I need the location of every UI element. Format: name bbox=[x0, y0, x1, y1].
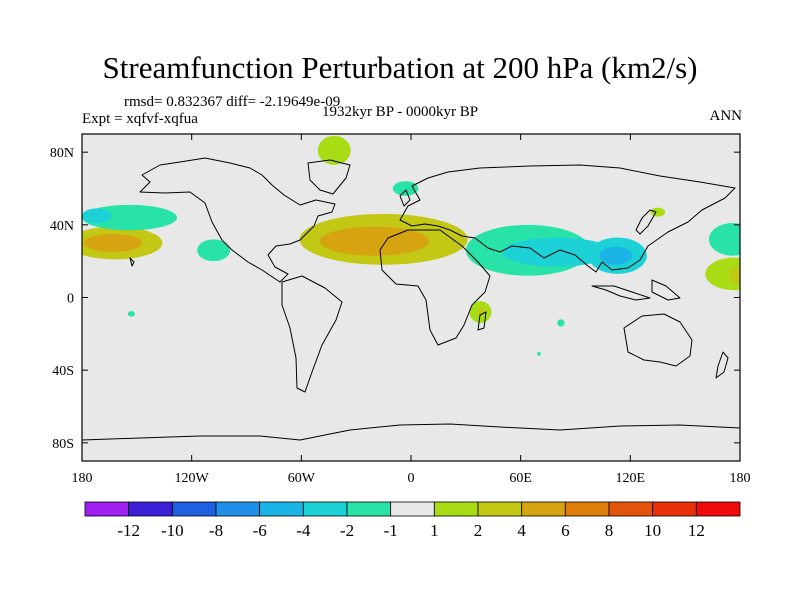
anomaly-region-15 bbox=[650, 207, 666, 217]
x-tick-label-5: 120E bbox=[616, 471, 646, 486]
colorbar-swatch-2 bbox=[171, 501, 217, 517]
anomaly-region-10 bbox=[392, 181, 419, 196]
colorbar-swatch-9 bbox=[477, 501, 523, 517]
anomaly-region-14 bbox=[599, 246, 633, 265]
colorbar-swatch-14 bbox=[695, 501, 741, 517]
coastlines bbox=[82, 157, 740, 441]
anomaly-region-22 bbox=[729, 266, 740, 285]
colorbar-swatch-13 bbox=[652, 501, 697, 517]
y-tick-label-2: 0 bbox=[67, 292, 74, 307]
colorbar-swatch-11 bbox=[564, 501, 610, 517]
anomaly-region-19 bbox=[537, 352, 541, 356]
colorbar-label-11: 8 bbox=[605, 521, 614, 540]
colorbar-label-1: -10 bbox=[161, 521, 184, 540]
y-tick-label-4: 80S bbox=[52, 437, 74, 452]
x-tick-label-3: 0 bbox=[408, 471, 415, 486]
colorbar: -12 -10 -8 -6 -4 -2 -1 1 2 4 6 8 10 12 bbox=[84, 501, 741, 540]
anomaly-region-1 bbox=[83, 233, 143, 253]
y-axis: 80N 40N 0 40S 80S bbox=[50, 146, 740, 452]
anomaly-region-12 bbox=[502, 237, 613, 267]
colorbar-swatch-4 bbox=[259, 501, 304, 517]
anomaly-region-21 bbox=[705, 257, 740, 291]
anomaly-region-3 bbox=[82, 208, 112, 224]
colorbar-swatch-8 bbox=[433, 501, 479, 517]
colorbar-swatch-6 bbox=[346, 501, 392, 517]
x-tick-label-1: 120W bbox=[175, 471, 210, 486]
y-tick-label-1: 40N bbox=[50, 219, 74, 234]
colorbar-swatch-12 bbox=[608, 501, 654, 517]
colorbar-swatch-7 bbox=[390, 501, 435, 517]
colorbar-swatch-5 bbox=[302, 501, 348, 517]
experiment-label: Expt = xqfvf-xqfua bbox=[82, 111, 198, 127]
colorbar-label-9: 4 bbox=[517, 521, 526, 540]
anomaly-region-17 bbox=[478, 308, 486, 316]
season-label: ANN bbox=[709, 108, 743, 124]
colorbar-swatch-0 bbox=[84, 501, 130, 517]
colorbar-label-12: 10 bbox=[644, 521, 661, 540]
period-label: 1932kyr BP - 0000kyr BP bbox=[321, 104, 479, 120]
colorbar-label-13: 12 bbox=[688, 521, 705, 540]
anomaly-region-20 bbox=[708, 223, 740, 256]
colorbar-label-8: 2 bbox=[474, 521, 483, 540]
x-tick-label-2: 60W bbox=[288, 471, 316, 486]
colorbar-label-5: -2 bbox=[340, 521, 354, 540]
colorbar-label-0: -12 bbox=[117, 521, 140, 540]
colorbar-label-3: -6 bbox=[253, 521, 267, 540]
anomaly-region-7 bbox=[319, 226, 430, 256]
colorbar-swatch-10 bbox=[521, 501, 566, 517]
stats-label: rmsd= 0.832367 diff= -2.19649e-09 bbox=[124, 94, 341, 110]
anomaly-region-18 bbox=[557, 319, 565, 327]
anomaly-region-5 bbox=[127, 311, 136, 317]
y-tick-label-3: 40S bbox=[52, 364, 74, 379]
x-tick-label-6: 180 bbox=[730, 471, 751, 486]
anomaly-region-8 bbox=[317, 135, 351, 165]
colorbar-label-10: 6 bbox=[561, 521, 570, 540]
x-tick-label-4: 60E bbox=[509, 471, 532, 486]
colorbar-label-4: -4 bbox=[296, 521, 311, 540]
colorbar-swatch-1 bbox=[128, 501, 173, 517]
colorbar-label-6: -1 bbox=[384, 521, 398, 540]
x-axis: 180 120W 60W 0 60E 120E 180 bbox=[72, 134, 751, 486]
anomaly-region-4 bbox=[197, 239, 231, 262]
colorbar-label-7: 1 bbox=[430, 521, 439, 540]
colorbar-label-2: -8 bbox=[209, 521, 223, 540]
colorbar-swatch-3 bbox=[215, 501, 261, 517]
anomaly-layer bbox=[82, 127, 740, 356]
x-tick-label-0: 180 bbox=[72, 471, 93, 486]
anomaly-region-9 bbox=[420, 127, 449, 134]
chart-title: Streamfunction Perturbation at 200 hPa (… bbox=[102, 50, 698, 85]
y-tick-label-0: 80N bbox=[50, 146, 74, 161]
